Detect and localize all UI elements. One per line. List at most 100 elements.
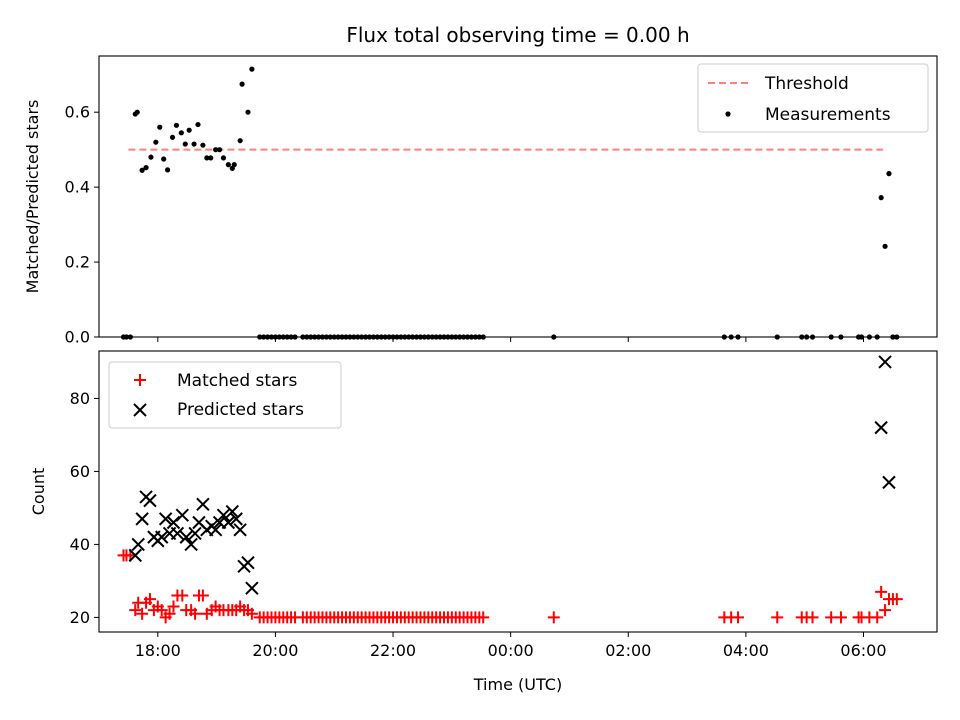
measurement-point	[237, 138, 243, 144]
matched-star-point	[477, 611, 490, 624]
measurement-point	[169, 134, 176, 140]
x-tick-label: 00:00	[488, 641, 534, 660]
measurement-point	[153, 139, 159, 145]
measurement-point	[200, 142, 206, 148]
x-tick-label: 04:00	[723, 641, 769, 660]
bottom-marks	[117, 355, 903, 624]
matched-star-point	[871, 611, 884, 624]
measurement-point	[245, 109, 251, 115]
matched-star-point	[771, 611, 784, 624]
predicted-star-point	[216, 508, 231, 522]
top-axes-frame	[98, 55, 938, 338]
x-tick-label: 22:00	[370, 641, 416, 660]
x-tick-label: 18:00	[135, 641, 181, 660]
legend-predicted-label: Predicted stars	[177, 400, 304, 420]
predicted-star-point	[241, 555, 255, 570]
legend-matched-swatch	[134, 374, 146, 386]
predicted-star-point	[166, 515, 181, 530]
predicted-star-point	[184, 537, 198, 552]
matched-star-point	[879, 604, 892, 617]
matched-star-point	[129, 604, 142, 617]
measurement-point	[143, 165, 149, 171]
predicted-star-point	[221, 515, 236, 530]
measurement-point	[186, 127, 192, 133]
matched-star-point	[890, 593, 903, 606]
x-tick-label: 02:00	[605, 641, 651, 660]
top-x-ticks	[157, 337, 864, 342]
matched-star-point	[834, 611, 847, 624]
y-tick-label: 0.2	[65, 253, 90, 272]
bottom-legend-box	[108, 361, 342, 429]
predicted-star-point	[188, 526, 202, 541]
predicted-star-point	[225, 504, 240, 519]
predicted-star-point	[128, 548, 142, 563]
predicted-star-point	[135, 512, 149, 526]
measurement-point	[878, 195, 884, 201]
y-tick-label: 0.6	[65, 103, 90, 122]
predicted-star-point	[882, 475, 896, 490]
legend-threshold-label: Threshold	[764, 74, 849, 94]
matched-star-point	[732, 611, 745, 624]
y-tick-label: 60	[70, 462, 90, 481]
bottom-x-ticks: 18:00 20:00 22:00 00:00 02:00 04:00 06:00	[135, 632, 887, 660]
measurement-point	[148, 154, 154, 160]
matched-star-point	[163, 607, 176, 620]
y-tick-label: 0.4	[65, 178, 90, 197]
chart-title: Flux total observing time = 0.00 h	[346, 23, 689, 47]
measurement-point	[204, 155, 210, 161]
predicted-star-point	[233, 523, 247, 537]
predicted-star-point	[170, 526, 185, 541]
legend-measurements-label: Measurements	[765, 105, 891, 125]
predicted-star-point	[196, 497, 210, 511]
predicted-star-point	[229, 512, 243, 526]
bottom-legend: Matched stars Predicted stars	[108, 361, 342, 429]
x-tick-label: 20:00	[252, 641, 298, 660]
measurement-point	[191, 141, 197, 147]
measurement-point	[225, 162, 231, 168]
y-tick-label: 40	[70, 535, 90, 554]
predicted-star-point	[245, 581, 259, 595]
measurement-point	[239, 81, 245, 87]
measurement-point	[157, 124, 163, 130]
predicted-star-point	[131, 537, 145, 552]
legend-measurements-swatch	[725, 111, 731, 117]
top-y-ticks: 0.0 0.2 0.4 0.6	[65, 103, 99, 347]
measurement-point	[134, 109, 140, 115]
measurement-point	[220, 155, 227, 161]
matched-star-point	[155, 604, 168, 617]
matched-star-point	[806, 611, 819, 624]
matched-star-point	[136, 607, 149, 620]
matched-star-point	[245, 607, 258, 620]
matched-star-point	[547, 611, 560, 624]
measurement-point	[161, 156, 167, 162]
measurement-point	[231, 162, 237, 168]
measurement-point	[213, 147, 219, 153]
y-tick-label: 0.0	[65, 328, 90, 347]
measurement-point	[139, 167, 145, 173]
y-tick-label: 80	[70, 389, 90, 408]
predicted-star-point	[179, 530, 193, 544]
top-legend-box	[697, 63, 929, 133]
measurement-point	[216, 147, 223, 153]
measurement-point	[886, 171, 892, 177]
matched-star-point	[189, 607, 202, 620]
measurement-point	[165, 167, 171, 173]
predicted-star-point	[208, 523, 223, 537]
predicted-star-point	[143, 493, 157, 508]
predicted-star-point	[175, 508, 190, 522]
legend-matched-label: Matched stars	[177, 371, 297, 391]
predicted-star-point	[878, 355, 892, 369]
measurement-point	[178, 130, 184, 136]
measurement-point	[882, 243, 888, 249]
top-panel: 0.0 0.2 0.4 0.6 Matched/Predicted stars Thr…	[23, 55, 938, 347]
bottom-panel: 20 40 60 80 18:00 20:00 22:00 00:00 02:00 04:00 0…	[29, 350, 938, 694]
measurement-point	[208, 155, 214, 161]
matched-star-point	[196, 589, 209, 602]
measurement-point	[182, 141, 188, 147]
top-legend: Threshold Measurements	[697, 63, 929, 133]
matched-star-point	[167, 600, 180, 613]
top-y-axis-label: Matched/Predicted stars	[23, 100, 42, 294]
measurement-point	[173, 122, 180, 128]
measurement-point	[195, 121, 201, 128]
matched-star-point	[176, 589, 189, 602]
